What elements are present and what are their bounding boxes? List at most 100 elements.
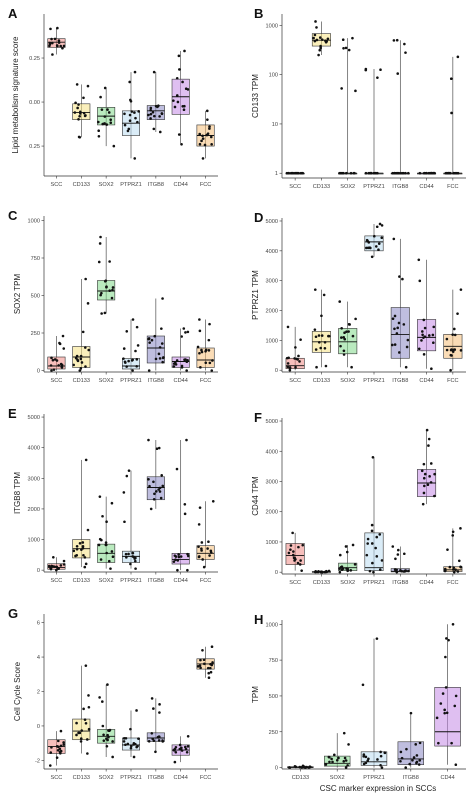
- y-tick-label: 0: [37, 369, 40, 375]
- data-point: [379, 68, 382, 72]
- y-tick-label: 4: [37, 655, 40, 661]
- data-point: [152, 127, 156, 131]
- y-tick-label: -2: [35, 758, 40, 764]
- data-point: [147, 438, 150, 442]
- data-point: [365, 238, 369, 242]
- data-point: [449, 353, 453, 357]
- data-point: [53, 565, 56, 568]
- data-point: [58, 750, 62, 754]
- y-axis-title: PTPRZ1 TPM: [251, 270, 260, 320]
- data-point: [128, 80, 131, 84]
- data-point: [361, 683, 365, 687]
- data-point: [201, 137, 205, 140]
- data-point: [423, 472, 427, 476]
- data-point: [380, 766, 384, 769]
- data-point: [296, 358, 299, 361]
- data-point: [173, 760, 177, 764]
- data-point: [366, 759, 370, 762]
- x-tick-label: CD133: [73, 182, 90, 188]
- data-point: [174, 745, 178, 749]
- data-point: [407, 171, 410, 175]
- data-point: [147, 113, 150, 117]
- data-point: [335, 758, 339, 762]
- data-point: [99, 95, 102, 99]
- data-point: [179, 747, 183, 750]
- data-point: [338, 570, 342, 574]
- data-point: [149, 108, 152, 112]
- data-point: [75, 354, 79, 358]
- data-point: [198, 132, 201, 136]
- y-tick-label: 0: [37, 724, 40, 730]
- data-point: [342, 760, 346, 763]
- data-point: [365, 553, 369, 557]
- data-point: [340, 87, 343, 90]
- data-point: [183, 49, 186, 53]
- data-point: [134, 567, 137, 570]
- data-point: [286, 365, 290, 369]
- data-point: [148, 341, 151, 344]
- data-point: [104, 543, 108, 547]
- data-point: [185, 750, 189, 754]
- data-point: [208, 127, 211, 130]
- data-point: [101, 724, 105, 728]
- data-point: [103, 122, 106, 125]
- data-point: [379, 754, 383, 758]
- x-tick-label: CD44: [419, 184, 433, 190]
- panel-e: E 0 1000 2000 3000 4000 5000 ITGB8 TPM SCC CD133 S…: [8, 406, 218, 584]
- data-point: [75, 83, 79, 86]
- data-point: [160, 474, 164, 477]
- data-point: [457, 559, 461, 563]
- data-point: [174, 750, 178, 754]
- data-point: [339, 344, 342, 348]
- y-tick-label: 0: [37, 568, 40, 574]
- x-tick-label: SCC: [289, 184, 301, 190]
- data-point: [158, 346, 162, 349]
- data-point: [201, 134, 204, 138]
- data-point: [59, 744, 63, 748]
- data-point: [287, 551, 291, 555]
- data-point: [122, 347, 126, 350]
- data-point: [183, 745, 187, 749]
- data-point: [207, 671, 211, 675]
- data-point: [175, 359, 179, 362]
- data-point: [75, 544, 79, 548]
- data-point: [127, 469, 131, 472]
- data-point: [182, 327, 186, 330]
- data-point: [97, 120, 100, 124]
- data-point: [324, 763, 328, 766]
- data-point: [124, 743, 127, 747]
- data-point: [87, 705, 91, 709]
- data-point: [75, 721, 78, 725]
- data-point: [206, 666, 210, 670]
- data-point: [81, 545, 85, 548]
- data-point: [409, 711, 413, 715]
- data-point: [84, 114, 87, 117]
- data-point: [155, 447, 159, 450]
- data-point: [314, 570, 317, 573]
- data-point: [82, 553, 85, 557]
- data-point: [340, 336, 343, 339]
- data-point: [415, 754, 419, 757]
- data-point: [133, 70, 137, 74]
- data-point: [106, 733, 109, 737]
- data-point: [97, 260, 101, 264]
- data-point: [314, 348, 318, 351]
- panel-letter: E: [8, 406, 17, 421]
- data-point: [201, 649, 204, 652]
- data-point: [448, 565, 452, 569]
- data-point: [86, 302, 90, 305]
- data-point: [75, 553, 79, 557]
- data-point: [452, 566, 456, 569]
- y-tick-label: 1: [275, 171, 278, 177]
- data-point: [197, 523, 201, 526]
- data-point: [50, 564, 53, 568]
- y-axis-title: Cell Cycle Score: [13, 661, 22, 721]
- data-point: [62, 563, 66, 566]
- data-point: [110, 296, 114, 300]
- x-tick-label: FCC: [447, 580, 459, 586]
- x-tick-label: PTPRZ1: [120, 182, 141, 188]
- data-point: [364, 755, 368, 759]
- data-point: [399, 750, 403, 754]
- data-point: [156, 105, 159, 109]
